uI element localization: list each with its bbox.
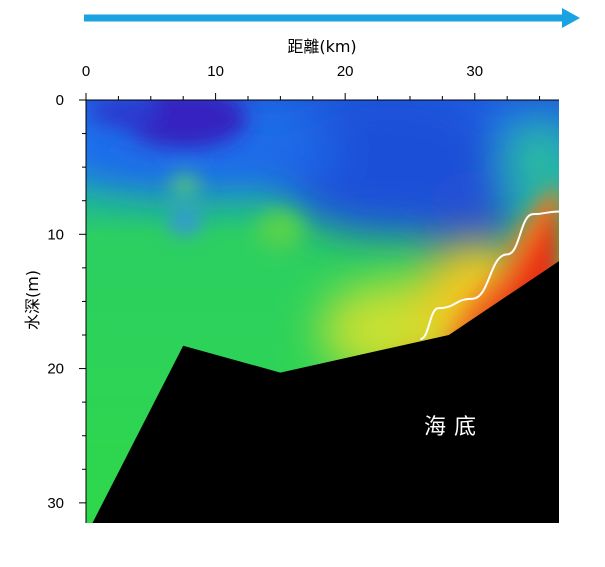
direction-arrow (84, 8, 580, 28)
y-tick-label: 30 (47, 495, 64, 512)
y-tick-label: 20 (47, 361, 64, 378)
seabed-label: 海底 (424, 415, 484, 440)
axes (85, 99, 559, 523)
x-tick-label: 20 (337, 63, 354, 80)
seabed-area (92, 261, 559, 523)
y-axis-title: 水深(m) (23, 270, 42, 330)
y-tick-label: 0 (56, 92, 64, 109)
y-tick-label: 10 (47, 226, 64, 243)
x-tick-label: 0 (82, 63, 90, 80)
x-axis-ticks: 0 10 20 30 (82, 63, 541, 100)
heatmap-field (86, 100, 559, 523)
contour-line (419, 210, 560, 341)
y-axis-ticks: 0 10 20 30 (47, 92, 86, 512)
x-tick-label: 30 (466, 63, 483, 80)
x-tick-label: 10 (207, 63, 224, 80)
x-axis-title: 距離(km) (287, 37, 356, 56)
